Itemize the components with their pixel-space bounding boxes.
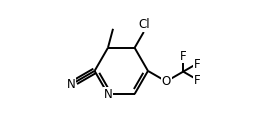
Text: N: N <box>67 78 75 91</box>
Text: N: N <box>103 88 112 101</box>
Text: F: F <box>180 50 187 63</box>
Text: F: F <box>194 74 200 87</box>
Text: F: F <box>194 58 200 71</box>
Text: O: O <box>162 75 171 88</box>
Text: Cl: Cl <box>138 18 150 31</box>
